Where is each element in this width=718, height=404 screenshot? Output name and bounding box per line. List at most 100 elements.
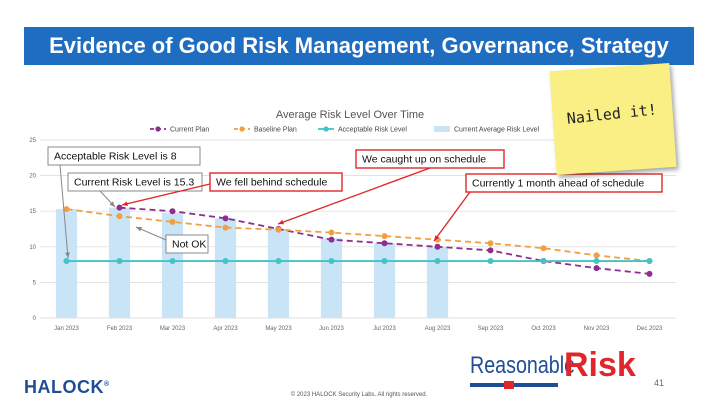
series-point — [487, 240, 494, 247]
series-point — [328, 236, 335, 243]
x-tick-label: Feb 2023 — [107, 326, 133, 332]
annotation-box — [165, 234, 209, 254]
y-tick-label: 20 — [29, 174, 36, 180]
registered-mark: ® — [104, 381, 110, 388]
legend-marker — [239, 126, 245, 132]
annotation-box — [355, 149, 505, 169]
copyright-footer: © 2023 HALOCK Security Labs. All rights … — [290, 392, 428, 398]
annotation-arrow — [433, 191, 471, 242]
series-point — [328, 258, 335, 265]
x-tick-label: Aug 2023 — [425, 326, 451, 332]
series-point — [169, 218, 176, 225]
series-point — [593, 258, 600, 265]
halock-logo: HALOCK® — [24, 377, 110, 398]
annotation-arrowhead — [109, 201, 115, 207]
x-tick-label: Jan 2023 — [54, 326, 79, 332]
x-tick-label: Dec 2023 — [637, 326, 663, 332]
legend-marker — [323, 126, 329, 132]
bar — [426, 246, 449, 318]
series-point — [275, 258, 282, 265]
legend-label: Current Plan — [170, 127, 209, 134]
bar — [373, 243, 396, 318]
annotation-arrow — [121, 183, 211, 206]
x-tick-label: Mar 2023 — [160, 326, 186, 332]
annotation-text: We fell behind schedule — [216, 177, 327, 189]
series-point — [116, 204, 123, 211]
legend-label: Current Average Risk Level — [454, 127, 540, 134]
series-point — [116, 258, 123, 265]
series-point — [222, 224, 229, 231]
series-point — [169, 208, 176, 215]
sticky-note-text: Nailed it! — [565, 100, 658, 128]
annotation-text: Current Risk Level is 15.3 — [74, 177, 194, 189]
annotation-arrowhead — [278, 219, 284, 225]
series-point — [487, 247, 494, 254]
annotation-arrow — [59, 164, 69, 259]
annotation-box — [67, 172, 203, 192]
legend-label: Baseline Plan — [254, 127, 297, 134]
page-number: 41 — [654, 378, 665, 388]
logo-marker — [504, 381, 514, 389]
series-point — [63, 206, 70, 213]
annotation-text: Acceptable Risk Level is 8 — [54, 151, 177, 163]
annotation-text: Not OK — [172, 239, 206, 251]
series-point — [381, 258, 388, 265]
series-point — [116, 213, 123, 220]
y-tick-label: 10 — [29, 245, 36, 251]
logo-bar — [470, 383, 558, 387]
y-tick-label: 15 — [29, 209, 36, 215]
series-point — [328, 229, 335, 236]
annotation-text: We caught up on schedule — [362, 154, 486, 166]
legend-swatch — [434, 126, 450, 132]
x-tick-label: Apr 2023 — [213, 326, 238, 332]
legend-label: Acceptable Risk Level — [338, 127, 407, 134]
y-tick-label: 25 — [29, 138, 36, 144]
series-line — [119, 206, 650, 275]
bar — [214, 218, 237, 318]
annotation-arrowhead — [136, 227, 142, 232]
bar — [267, 229, 290, 318]
x-tick-label: Nov 2023 — [584, 326, 610, 332]
slide-title: Evidence of Good Risk Management, Govern… — [24, 27, 694, 65]
series-point — [593, 252, 600, 259]
series-point — [646, 258, 653, 265]
reasonable-risk-logo: Reasonable Risk — [470, 346, 636, 390]
series-point — [540, 258, 547, 265]
series-point — [434, 258, 441, 265]
halock-logo-text: HALOCK — [24, 377, 104, 397]
y-tick-label: 0 — [33, 316, 37, 322]
series-line — [66, 208, 650, 262]
series-point — [275, 226, 282, 233]
chart-title: Average Risk Level Over Time — [276, 109, 424, 121]
annotation-arrowhead — [122, 201, 128, 206]
bar — [161, 212, 184, 318]
series-point — [63, 258, 70, 265]
x-tick-label: Jul 2023 — [373, 326, 396, 332]
series-point — [487, 258, 494, 265]
series-point — [169, 258, 176, 265]
x-tick-label: May 2023 — [265, 326, 292, 332]
logo-word-reasonable: Reasonable — [470, 352, 576, 379]
legend-marker — [155, 126, 161, 132]
annotation-box — [209, 172, 343, 192]
series-point — [222, 215, 229, 222]
series-point — [381, 240, 388, 247]
series-point — [646, 270, 653, 277]
sticky-note: Nailed it! — [549, 62, 677, 176]
annotation-box — [47, 146, 201, 166]
series-point — [381, 233, 388, 240]
annotation-text: Currently 1 month ahead of schedule — [472, 178, 644, 190]
x-tick-label: Sep 2023 — [478, 326, 504, 332]
x-tick-label: Oct 2023 — [531, 326, 556, 332]
annotation-arrowhead — [434, 235, 440, 241]
annotation-arrow — [277, 167, 431, 225]
series-point — [222, 258, 229, 265]
series-point — [540, 245, 547, 252]
bar — [320, 238, 343, 318]
x-tick-label: Jun 2023 — [319, 326, 344, 332]
logo-word-risk: Risk — [564, 346, 636, 384]
series-point — [593, 265, 600, 272]
y-tick-label: 5 — [33, 280, 37, 286]
series-point — [434, 243, 441, 250]
